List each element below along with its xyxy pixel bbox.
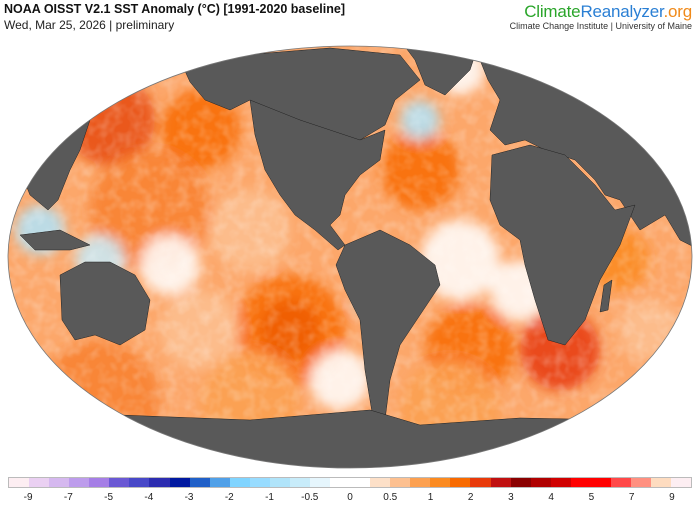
colorbar-swatch (370, 478, 391, 487)
colorbar-swatch (651, 478, 672, 487)
land-south-america (335, 229, 441, 421)
colorbar-swatch (390, 478, 411, 487)
brand-part-1: Climate (524, 2, 581, 21)
colorbar-swatch (330, 478, 351, 487)
land-australia (59, 261, 151, 346)
colorbar-ticks: -9 -7 -5 -4 -3 -2 -1 -0.5 0 0.5 1 2 3 4 5 7 9 (8, 492, 692, 506)
institution-label: Climate Change Institute | University of… (509, 21, 692, 31)
colorbar-tick-label: 2 (467, 492, 474, 503)
colorbar-swatch (610, 478, 631, 487)
colorbar-swatch (490, 478, 511, 487)
land-usa-mexico (249, 99, 386, 251)
colorbar-swatch (49, 478, 70, 487)
colorbar-swatch (570, 478, 591, 487)
colorbar-swatch (249, 478, 270, 487)
map-title: NOAA OISST V2.1 SST Anomaly (°C) [1991-2… (4, 2, 345, 16)
colorbar-tick-label: 0 (347, 492, 353, 503)
colorbar-swatch (550, 478, 571, 487)
land-madagascar (599, 279, 613, 313)
colorbar-swatch (450, 478, 471, 487)
colorbar-swatch (269, 478, 290, 487)
colorbar-swatch (169, 478, 190, 487)
brand-logo[interactable]: ClimateReanalyzer.org (524, 2, 692, 22)
colorbar-swatch (470, 478, 491, 487)
land-africa (489, 144, 636, 346)
colorbar-swatch (671, 478, 692, 487)
colorbar-tick-label: -1 (265, 492, 274, 503)
colorbar-tick-label: -3 (184, 492, 194, 503)
brand-part-3: .org (663, 2, 693, 21)
sst-anomaly-map (7, 45, 693, 469)
colorbar-swatch (350, 478, 371, 487)
colorbar-tick-label: -9 (23, 492, 33, 503)
colorbar-swatch (590, 478, 611, 487)
colorbar-swatch (69, 478, 90, 487)
colorbar-tick-label: 7 (628, 492, 635, 503)
colorbar-tick-label: -7 (63, 492, 73, 503)
colorbar-tick-label: -2 (224, 492, 234, 503)
colorbar-swatch (229, 478, 250, 487)
colorbar-swatch (129, 478, 150, 487)
colorbar-tick-label: 5 (588, 492, 595, 503)
colorbar-tick-label: 0.5 (383, 492, 398, 503)
colorbar-swatch (29, 478, 50, 487)
colorbar-swatch (510, 478, 531, 487)
colorbar-tick-label: 1 (427, 492, 434, 503)
colorbar-swatch (410, 478, 431, 487)
brand-part-2: Reanalyzer (580, 2, 664, 21)
land-antarctica (8, 409, 692, 468)
colorbar-swatch (189, 478, 210, 487)
colorbar-tick-label: -5 (104, 492, 114, 503)
colorbar-tick-label: 3 (508, 492, 514, 503)
colorbar-swatch (209, 478, 230, 487)
colorbar-swatch (109, 478, 130, 487)
colorbar-tick-label: 9 (669, 492, 675, 503)
colorbar-swatch (630, 478, 651, 487)
colorbar (8, 477, 692, 488)
colorbar-swatch (430, 478, 451, 487)
land-indonesia (19, 229, 91, 251)
colorbar-swatch (89, 478, 110, 487)
colorbar-tick-label: 4 (548, 492, 554, 503)
colorbar-swatch (530, 478, 551, 487)
colorbar-tick-label: -0.5 (301, 492, 319, 503)
colorbar-swatch (309, 478, 330, 487)
colorbar-swatch (289, 478, 310, 487)
globe-outline (7, 45, 693, 469)
colorbar-swatch (9, 478, 30, 487)
colorbar-tick-label: -4 (144, 492, 154, 503)
colorbar-swatch (149, 478, 170, 487)
map-date: Wed, Mar 25, 2026 | preliminary (4, 18, 175, 32)
